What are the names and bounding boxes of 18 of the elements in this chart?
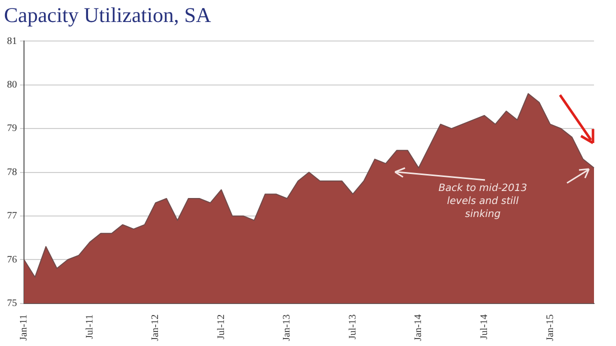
x-tick-label: Jul-14	[479, 314, 490, 340]
x-tick-label: Jan-15	[544, 314, 556, 342]
y-tick-label: 80	[7, 80, 17, 91]
x-tick-label: Jul-11	[84, 314, 96, 339]
x-tick-label: Jan-13	[282, 314, 293, 342]
x-tick-label: Jan-12	[150, 314, 162, 342]
y-tick-label: 78	[7, 166, 17, 178]
x-tick-label: Jul-12	[216, 314, 227, 340]
chart-title: Capacity Utilization, SA	[4, 3, 212, 28]
x-tick-label: Jan-11	[18, 314, 30, 341]
x-tick-label: Jan-14	[413, 314, 424, 342]
x-tick-label: Jul-13	[347, 314, 358, 340]
y-tick-label: 77	[7, 210, 17, 222]
y-tick-label: 79	[7, 123, 17, 134]
y-tick-label: 81	[7, 36, 17, 47]
y-tick-label: 75	[7, 298, 17, 309]
y-tick-label: 76	[7, 254, 17, 266]
annotation: Back to mid-2013 levels and still sinking	[438, 183, 528, 220]
